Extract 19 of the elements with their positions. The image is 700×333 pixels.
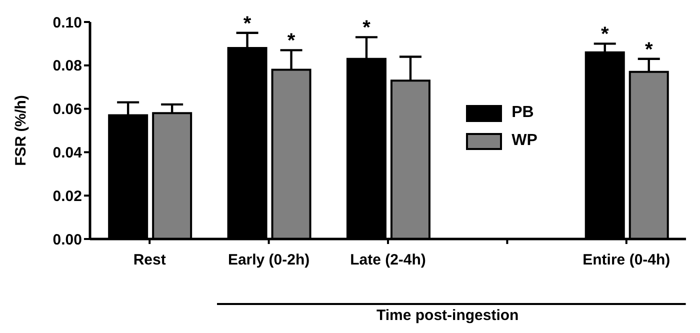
y-tick-label: 0.04 <box>52 144 83 162</box>
y-tick-label: 0.10 <box>52 14 82 32</box>
y-tick-label: 0.06 <box>52 101 82 118</box>
x-axis-title: Time post-ingestion <box>375 307 520 324</box>
x-tick-label: Entire (0-4h) <box>582 252 670 269</box>
legend-label: WP <box>512 132 538 150</box>
data-label: * <box>243 12 252 35</box>
y-axis-title: FSR (%/h) <box>12 95 30 166</box>
legend-label: PB <box>512 104 534 122</box>
x-tick-label: Late (2-4h) <box>350 252 426 269</box>
data-label: * <box>644 38 653 61</box>
y-tick-label: 0.00 <box>52 231 82 248</box>
data-label: * <box>600 24 609 46</box>
y-tick-label: 0.08 <box>52 58 82 75</box>
x-tick-label: Rest <box>133 252 166 269</box>
y-tick-label: 0.02 <box>52 188 82 205</box>
data-label: * <box>362 17 371 40</box>
x-tick-label: Early (0-2h) <box>228 252 310 269</box>
data-label: * <box>287 30 296 52</box>
